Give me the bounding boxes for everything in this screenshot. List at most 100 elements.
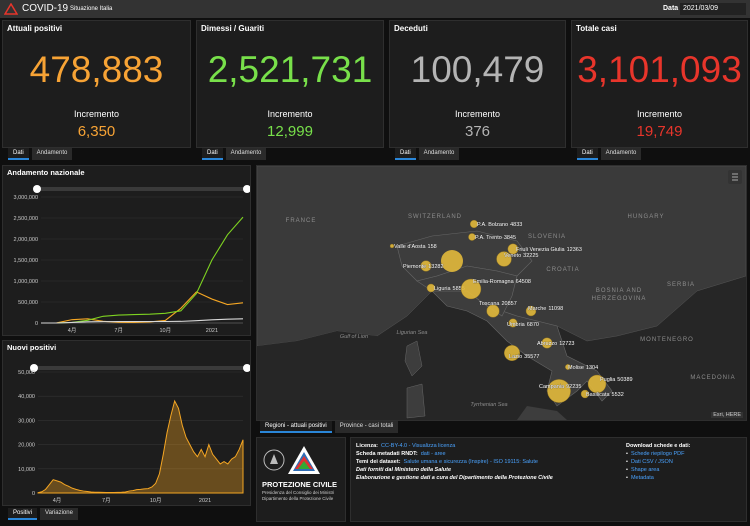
slider-handle [30, 364, 38, 372]
download-link[interactable]: Shape area [630, 467, 660, 473]
trend-chart: Andamento nazionale 0 500,000 1,000,000 1,50… [7, 168, 251, 334]
tab[interactable]: Dati [577, 148, 598, 160]
card-tabs: Dati Andamento [571, 148, 748, 161]
tab[interactable]: Positivi [8, 508, 38, 520]
bullet: • [626, 459, 628, 465]
region-name: Molise [568, 365, 584, 371]
region-marker [580, 389, 590, 399]
region-label: Emilia-Romagna 64508 [473, 279, 531, 285]
tab[interactable]: Andamento [600, 148, 642, 160]
region-value: 5532 [612, 392, 624, 398]
info-link[interactable]: CC-BY-4.0 - Visualizza licenza [381, 443, 456, 449]
region-label: Abruzzo 12723 [537, 341, 574, 347]
bullet: • [626, 467, 628, 473]
place-label: MACEDONIA [690, 375, 735, 381]
region-label: Puglia 50389 [600, 377, 633, 383]
info-line: Scheda metadati RNDT: dati - aree [356, 451, 446, 457]
tab[interactable]: Province - casi totali [334, 421, 399, 433]
region-marker [504, 345, 520, 361]
place-label: Tyrrhenian Sea [470, 402, 507, 408]
x-tick-label: 10月 [150, 497, 162, 504]
region-label: Umbria 6870 [507, 322, 539, 328]
place-label: CROATIA [546, 267, 579, 273]
region-marker [469, 219, 479, 229]
y-tick-label: 1,500,000 [14, 258, 38, 264]
app-subtitle: Situazione Italia [70, 6, 113, 12]
region-marker [426, 283, 436, 293]
tab[interactable]: Andamento [31, 148, 73, 160]
region-value: 20857 [502, 301, 517, 307]
region-value: 35577 [524, 354, 539, 360]
card-title: Attuali positivi [7, 24, 63, 33]
series-line [40, 291, 244, 324]
logo-icon [4, 3, 18, 15]
y-tick-label: 50,000 [18, 370, 35, 376]
x-tick-label: 7月 [102, 497, 111, 504]
info-link[interactable]: dati - aree [420, 451, 446, 457]
y-tick-label: 0 [32, 491, 35, 497]
region-name: Umbria [507, 322, 526, 328]
region-name: Toscana [479, 301, 500, 307]
region-value: 12363 [567, 247, 582, 253]
place-label: HUNGARY [628, 214, 665, 220]
region-marker [565, 364, 571, 370]
region-value: 6870 [527, 322, 539, 328]
y-tick-label: 3,000,000 [14, 195, 38, 201]
region-label: Molise 1304 [568, 365, 598, 371]
tab[interactable]: Andamento [418, 148, 460, 160]
region-label: Lazio 35577 [509, 354, 539, 360]
card-tabs: Dati Andamento [196, 148, 384, 161]
stat-card: Attuali positivi 478,883 Incremento 6,350 [2, 20, 191, 148]
x-tick-label: 2021 [206, 328, 218, 334]
region-label: Toscana 20857 [479, 301, 517, 307]
download-link[interactable]: Metadata [630, 475, 654, 481]
download-link[interactable]: Schede riepilogo PDF [630, 451, 685, 457]
info-note: Elaborazione e gestione dati a cura del … [356, 475, 553, 481]
slider-handle [243, 364, 251, 372]
card-title: Deceduti [394, 24, 428, 33]
info-label: Licenza: [356, 443, 379, 449]
bullet: • [626, 451, 628, 457]
card-value: 2,521,731 [207, 49, 373, 90]
region-value: 13282 [428, 264, 443, 270]
region-marker [508, 318, 518, 328]
region-marker [420, 260, 432, 272]
place-label: HERZEGOVINA [592, 296, 647, 302]
region-label: Liguria 5855 [434, 286, 465, 292]
place-label: SLOVENIA [528, 234, 566, 240]
info-link[interactable]: Salute umana e sicurezza (Inspire) - ISO… [403, 459, 538, 465]
tab[interactable]: Variazione [40, 508, 78, 520]
region-label: Campania 92235 [539, 384, 581, 390]
tab[interactable]: Andamento [225, 148, 267, 160]
info-line: Licenza: CC-BY-4.0 - Visualizza licenza [356, 443, 455, 449]
region-value: 3845 [504, 235, 516, 241]
logo-line: Dipartimento della Protezione Civile [262, 496, 334, 501]
new-cases-chart: Nuovi positivi 0 10,000 20,000 30,000 40,000 5… [7, 343, 251, 504]
tab[interactable]: Dati [395, 148, 416, 160]
region-marker [496, 251, 512, 267]
region-name: Friuli Venezia Giulia [516, 247, 566, 253]
download-link[interactable]: Dati CSV / JSON [630, 459, 673, 465]
info-label: Temi dei dataset: [356, 459, 401, 465]
series-line [41, 216, 244, 324]
increment-label: Incremento [636, 109, 683, 119]
tab[interactable]: Regioni - attuali positivi [260, 421, 332, 433]
region-marker [587, 374, 607, 394]
region-name: Piemonte [403, 264, 426, 270]
region-marker [541, 337, 553, 349]
x-tick-label: 7月 [114, 327, 123, 334]
region-name: Basilicata [586, 392, 610, 398]
card-value: 478,883 [29, 49, 164, 90]
region-name: Abruzzo [537, 341, 557, 347]
slider-handle [243, 185, 251, 193]
date-value[interactable]: 2021/03/09 [680, 3, 746, 15]
region-value: 12723 [559, 341, 574, 347]
logo-title: PROTEZIONE CIVILE [262, 480, 338, 489]
y-tick-label: 1,000,000 [14, 279, 38, 285]
app-title: COVID-19 [22, 3, 69, 14]
tab[interactable]: Dati [8, 148, 29, 160]
region-label: Friuli Venezia Giulia 12363 [516, 247, 582, 253]
tab[interactable]: Dati [202, 148, 223, 160]
card-tabs: Dati Andamento [2, 148, 191, 161]
region-label: Veneto 32225 [504, 253, 538, 259]
